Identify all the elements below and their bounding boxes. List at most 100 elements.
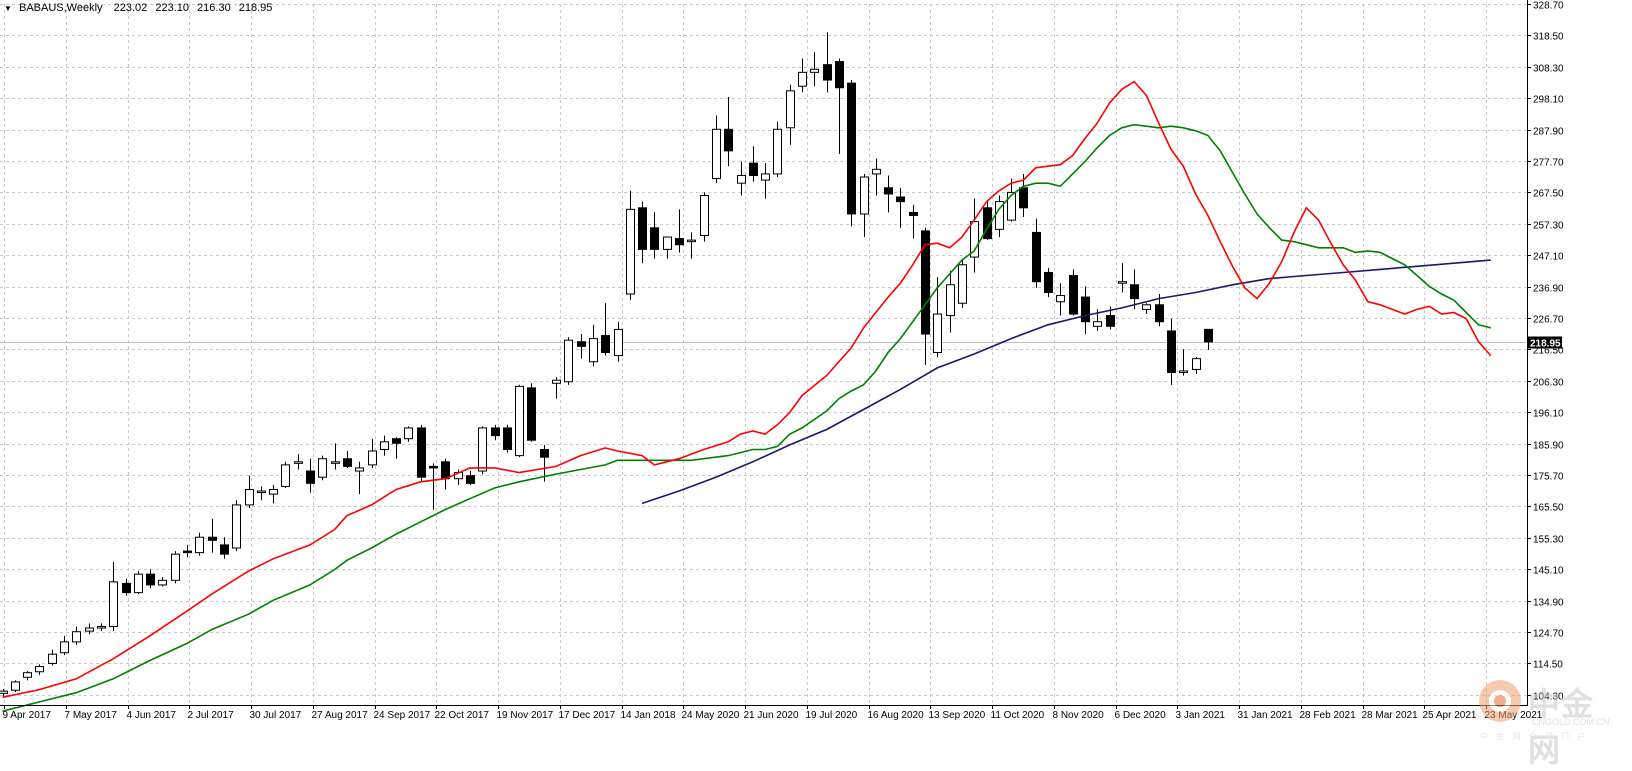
candle-body-up [232, 504, 241, 549]
candle [700, 192, 709, 242]
candle [11, 680, 20, 693]
candle [946, 270, 955, 333]
y-tick-label: 185.90 [1533, 441, 1564, 452]
candle-body-down [909, 211, 918, 217]
candle-body-down [392, 438, 401, 444]
y-tick-label: 196.10 [1533, 409, 1564, 420]
candle [257, 486, 266, 501]
candle [601, 303, 610, 356]
candle-body-up [478, 427, 487, 472]
candle-body-down [1167, 330, 1176, 374]
candle-body-up [109, 581, 118, 627]
candle [503, 424, 512, 453]
candle [909, 204, 918, 239]
candle-body-up [552, 379, 561, 384]
x-tick-label: 21 Jun 2020 [744, 710, 799, 721]
candle [1069, 269, 1078, 316]
y-tick-label: 114.50 [1533, 660, 1563, 671]
candle-body-down [441, 461, 450, 480]
candle-body-down [1204, 328, 1213, 343]
candle-body-up [72, 631, 81, 643]
candle-body-down [884, 187, 893, 195]
candle [1155, 294, 1164, 327]
candle-body-down [503, 427, 512, 450]
candle [527, 383, 536, 442]
candle-body-up [712, 128, 721, 180]
candle-body-down [491, 427, 500, 437]
candle [626, 190, 635, 301]
x-tick-label: 6 Dec 2020 [1115, 710, 1167, 721]
candle [515, 384, 524, 458]
x-tick-label: 22 Oct 2017 [435, 710, 490, 721]
candle [1130, 269, 1139, 310]
candle [0, 688, 8, 697]
candle [589, 324, 598, 367]
x-tick-label: 7 May 2017 [65, 710, 118, 721]
candle-body-down [1032, 231, 1041, 283]
candle [97, 623, 106, 632]
candle [552, 377, 561, 399]
y-tick-label: 267.50 [1533, 189, 1564, 200]
collapse-triangle-icon[interactable]: ▼ [4, 4, 12, 13]
x-tick-label: 25 Apr 2021 [1423, 710, 1477, 721]
candle-body-up [171, 553, 180, 581]
y-tick-label: 104.30 [1533, 692, 1564, 703]
candle-body-down [208, 536, 217, 541]
candle [146, 569, 155, 589]
candle-body-down [638, 207, 647, 250]
candle [1019, 173, 1028, 218]
candle-body-down [220, 544, 229, 555]
candle [306, 458, 315, 493]
candle [355, 461, 364, 495]
candle-body-up [1093, 321, 1102, 327]
candle-body-up [331, 461, 340, 464]
candle-body-down [749, 162, 758, 176]
high-value: 223.10 [155, 2, 189, 14]
candle-body-up [626, 208, 635, 295]
candle [798, 58, 807, 93]
y-tick-label: 175.70 [1533, 472, 1564, 483]
candle [1167, 318, 1176, 385]
y-tick-label: 145.10 [1533, 566, 1564, 577]
candle [872, 158, 881, 196]
y-tick-label: 124.70 [1533, 629, 1564, 640]
candle-body-down [1081, 296, 1090, 323]
logo-icon [1479, 680, 1521, 722]
candle-body-up [687, 239, 696, 243]
candle-body-down [650, 227, 659, 250]
y-tick-label: 308.30 [1533, 64, 1564, 75]
candle [860, 173, 869, 238]
candle-body-down [1019, 187, 1028, 209]
candle [773, 121, 782, 178]
candle-body-up [1192, 358, 1201, 370]
candle [577, 334, 586, 359]
candle [343, 451, 352, 468]
candle [1192, 357, 1201, 375]
candle-body-up [23, 672, 32, 678]
candle [1044, 267, 1053, 298]
candle-body-down [122, 582, 131, 594]
candle-body-up [85, 627, 94, 632]
candle-body-up [281, 464, 290, 487]
candle-body-up [970, 221, 979, 258]
low-value: 216.30 [197, 2, 231, 14]
open-value: 223.02 [113, 2, 148, 14]
candle-body-down [1044, 271, 1053, 293]
candle-body-up [737, 174, 746, 184]
x-tick-label: 27 Aug 2017 [312, 710, 369, 721]
candle-body-up [860, 176, 869, 215]
candle-body-down [983, 207, 992, 240]
candle [933, 277, 942, 358]
x-tick-label: 3 Jan 2021 [1176, 710, 1226, 721]
candle [983, 200, 992, 241]
candle-body-down [896, 196, 905, 203]
candlestick-chart[interactable]: 328.70 318.50 308.30 298.10 287.90 277.70 267.… [0, 0, 1632, 753]
candle-body-up [48, 653, 57, 664]
candle [896, 187, 905, 228]
candle-body-down [835, 61, 844, 89]
candle-body-down [823, 64, 832, 81]
candle [392, 437, 401, 459]
candle-body-down [527, 387, 536, 441]
x-tick-label: 8 Nov 2020 [1053, 710, 1105, 721]
